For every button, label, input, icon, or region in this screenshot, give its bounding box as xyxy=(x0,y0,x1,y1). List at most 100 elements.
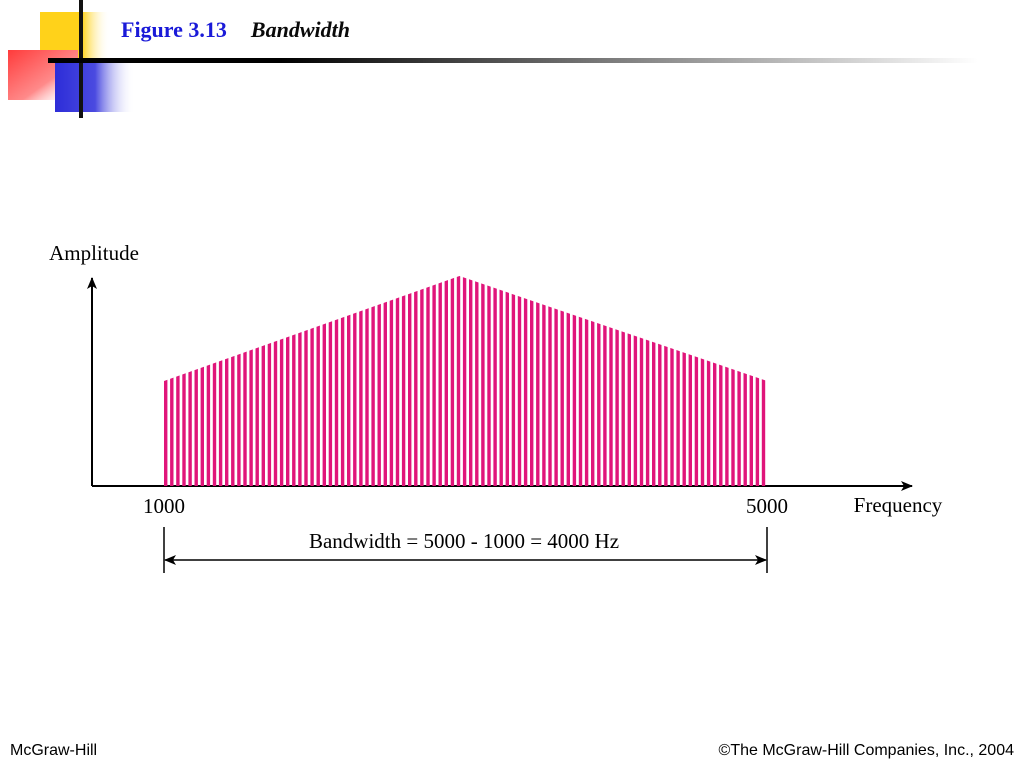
spectrum-stripe xyxy=(292,276,296,486)
spectrum-stripe xyxy=(194,276,198,486)
spectrum-stripe xyxy=(572,276,577,486)
spectrum-stripe xyxy=(493,276,497,486)
spectrum-stripe xyxy=(481,276,485,486)
spectrum-stripe xyxy=(286,276,290,486)
spectrum-stripe xyxy=(719,276,723,486)
spectrum-stripe xyxy=(554,276,558,486)
y-axis-label: Amplitude xyxy=(49,241,139,265)
spectrum-stripe xyxy=(584,276,589,486)
spectrum-stripe xyxy=(420,276,424,486)
spectrum-stripe xyxy=(469,276,473,486)
spectrum-stripe xyxy=(164,276,168,486)
spectrum-stripe xyxy=(450,276,455,486)
spectrum-stripe xyxy=(615,276,619,486)
spectrum-stripe xyxy=(731,276,735,486)
spectrum-stripe xyxy=(713,276,717,486)
spectrum-stripe xyxy=(755,276,760,486)
spectrum-stripe xyxy=(218,276,223,486)
spectrum-stripe xyxy=(487,276,491,486)
spectrum-stripe xyxy=(426,276,430,486)
spectrum-stripe xyxy=(316,276,320,486)
spectrum-stripe xyxy=(676,276,680,486)
spectrum-stripe xyxy=(627,276,631,486)
spectrum-stripe xyxy=(591,276,595,486)
spectrum-stripe xyxy=(182,276,186,486)
spectrum-stripe xyxy=(664,276,668,486)
low-frequency-label: 1000 xyxy=(143,494,185,518)
spectrum-stripe xyxy=(231,276,235,486)
spectrum-stripe xyxy=(725,276,729,486)
spectrum-stripe xyxy=(511,276,516,486)
spectrum-stripe xyxy=(322,276,326,486)
spectrum-stripe xyxy=(737,276,741,486)
spectrum-stripe xyxy=(768,271,771,486)
spectrum-area xyxy=(164,271,771,486)
spectrum-stripe xyxy=(401,276,406,486)
spectrum-stripe xyxy=(365,276,369,486)
spectrum-stripe xyxy=(340,276,345,486)
spectrum-stripe xyxy=(566,276,570,486)
spectrum-stripe xyxy=(334,276,339,486)
spectrum-stripe xyxy=(438,276,442,486)
spectrum-stripe xyxy=(371,276,375,486)
spectrum-stripe xyxy=(359,276,363,486)
spectrum-stripe xyxy=(700,276,705,486)
spectrum-stripe xyxy=(475,276,479,486)
spectrum-stripe xyxy=(505,276,509,486)
spectrum-stripe xyxy=(523,276,528,486)
figure-title: Bandwidth xyxy=(250,17,350,42)
spectrum-stripe xyxy=(328,276,333,486)
footer-copyright: ©The McGraw-Hill Companies, Inc., 2004 xyxy=(718,742,1014,759)
spectrum-stripe xyxy=(377,276,381,486)
spectrum-stripe xyxy=(743,276,747,486)
spectrum-stripe xyxy=(694,276,699,486)
footer-publisher: McGraw-Hill xyxy=(10,742,98,759)
spectrum-stripe xyxy=(658,276,662,486)
spectrum-stripe xyxy=(206,276,211,486)
spectrum-stripe xyxy=(652,276,656,486)
spectrum-stripe xyxy=(499,276,503,486)
spectrum-stripe xyxy=(249,276,253,486)
spectrum-stripe xyxy=(310,276,314,486)
spectrum-stripe xyxy=(212,276,217,486)
spectrum-stripe xyxy=(243,276,247,486)
title-rule xyxy=(48,58,978,63)
spectrum-stripe xyxy=(609,276,613,486)
bandwidth-label: Bandwidth = 5000 - 1000 = 4000 Hz xyxy=(309,529,619,553)
spectrum-stripe xyxy=(347,276,351,486)
spectrum-stripe xyxy=(225,276,229,486)
spectrum-stripe xyxy=(597,276,601,486)
spectrum-stripe xyxy=(633,276,638,486)
spectrum-stripe xyxy=(639,276,644,486)
spectrum-stripe xyxy=(456,276,461,486)
spectrum-stripe xyxy=(395,276,400,486)
spectrum-stripe xyxy=(542,276,546,486)
spectrum-stripe xyxy=(408,276,412,486)
spectrum-stripe xyxy=(560,276,564,486)
spectrum-stripe xyxy=(304,276,308,486)
spectrum-stripe xyxy=(237,276,241,486)
spectrum-stripe xyxy=(383,276,387,486)
spectrum-stripe xyxy=(621,276,625,486)
spectrum-stripe xyxy=(273,276,278,486)
high-frequency-label: 5000 xyxy=(746,494,788,518)
spectrum-stripe xyxy=(530,276,534,486)
spectrum-stripe xyxy=(188,276,192,486)
x-axis-label: Frequency xyxy=(854,493,943,517)
spectrum-stripe xyxy=(200,276,204,486)
figure-number: Figure 3.13 xyxy=(121,17,227,42)
spectrum-stripe xyxy=(255,276,259,486)
spectrum-stripe xyxy=(578,276,583,486)
spectrum-stripe xyxy=(389,276,394,486)
spectrum-stripe xyxy=(462,276,467,486)
spectrum-stripe xyxy=(432,276,436,486)
spectrum-stripe xyxy=(670,276,674,486)
slide-title: Figure 3.13 Bandwidth xyxy=(121,17,350,43)
spectrum-stripe xyxy=(170,276,174,486)
spectrum-stripe xyxy=(536,276,540,486)
spectrum-stripe xyxy=(279,276,284,486)
spectrum-stripe xyxy=(353,276,357,486)
spectrum-stripe xyxy=(414,276,418,486)
spectrum-stripe xyxy=(682,276,686,486)
